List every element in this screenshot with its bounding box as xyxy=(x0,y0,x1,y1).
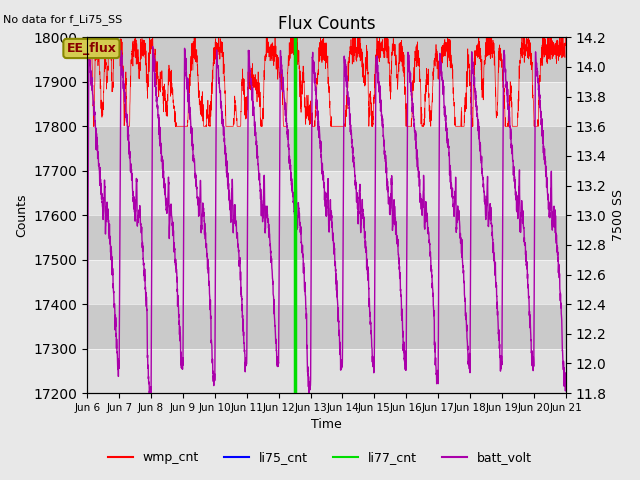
Bar xyxy=(87,171,566,215)
X-axis label: Time: Time xyxy=(311,419,342,432)
Text: EE_flux: EE_flux xyxy=(67,42,116,55)
Bar xyxy=(87,82,566,126)
Title: Flux Counts: Flux Counts xyxy=(278,15,375,33)
Bar xyxy=(87,348,566,393)
Text: No data for f_Li75_SS: No data for f_Li75_SS xyxy=(3,14,122,25)
Y-axis label: Counts: Counts xyxy=(15,193,28,237)
Bar xyxy=(87,215,566,260)
Y-axis label: 7500 SS: 7500 SS xyxy=(612,189,625,241)
Bar xyxy=(87,260,566,304)
Bar xyxy=(87,126,566,171)
Bar xyxy=(87,37,566,82)
Bar xyxy=(87,304,566,348)
Legend: wmp_cnt, li75_cnt, li77_cnt, batt_volt: wmp_cnt, li75_cnt, li77_cnt, batt_volt xyxy=(103,446,537,469)
